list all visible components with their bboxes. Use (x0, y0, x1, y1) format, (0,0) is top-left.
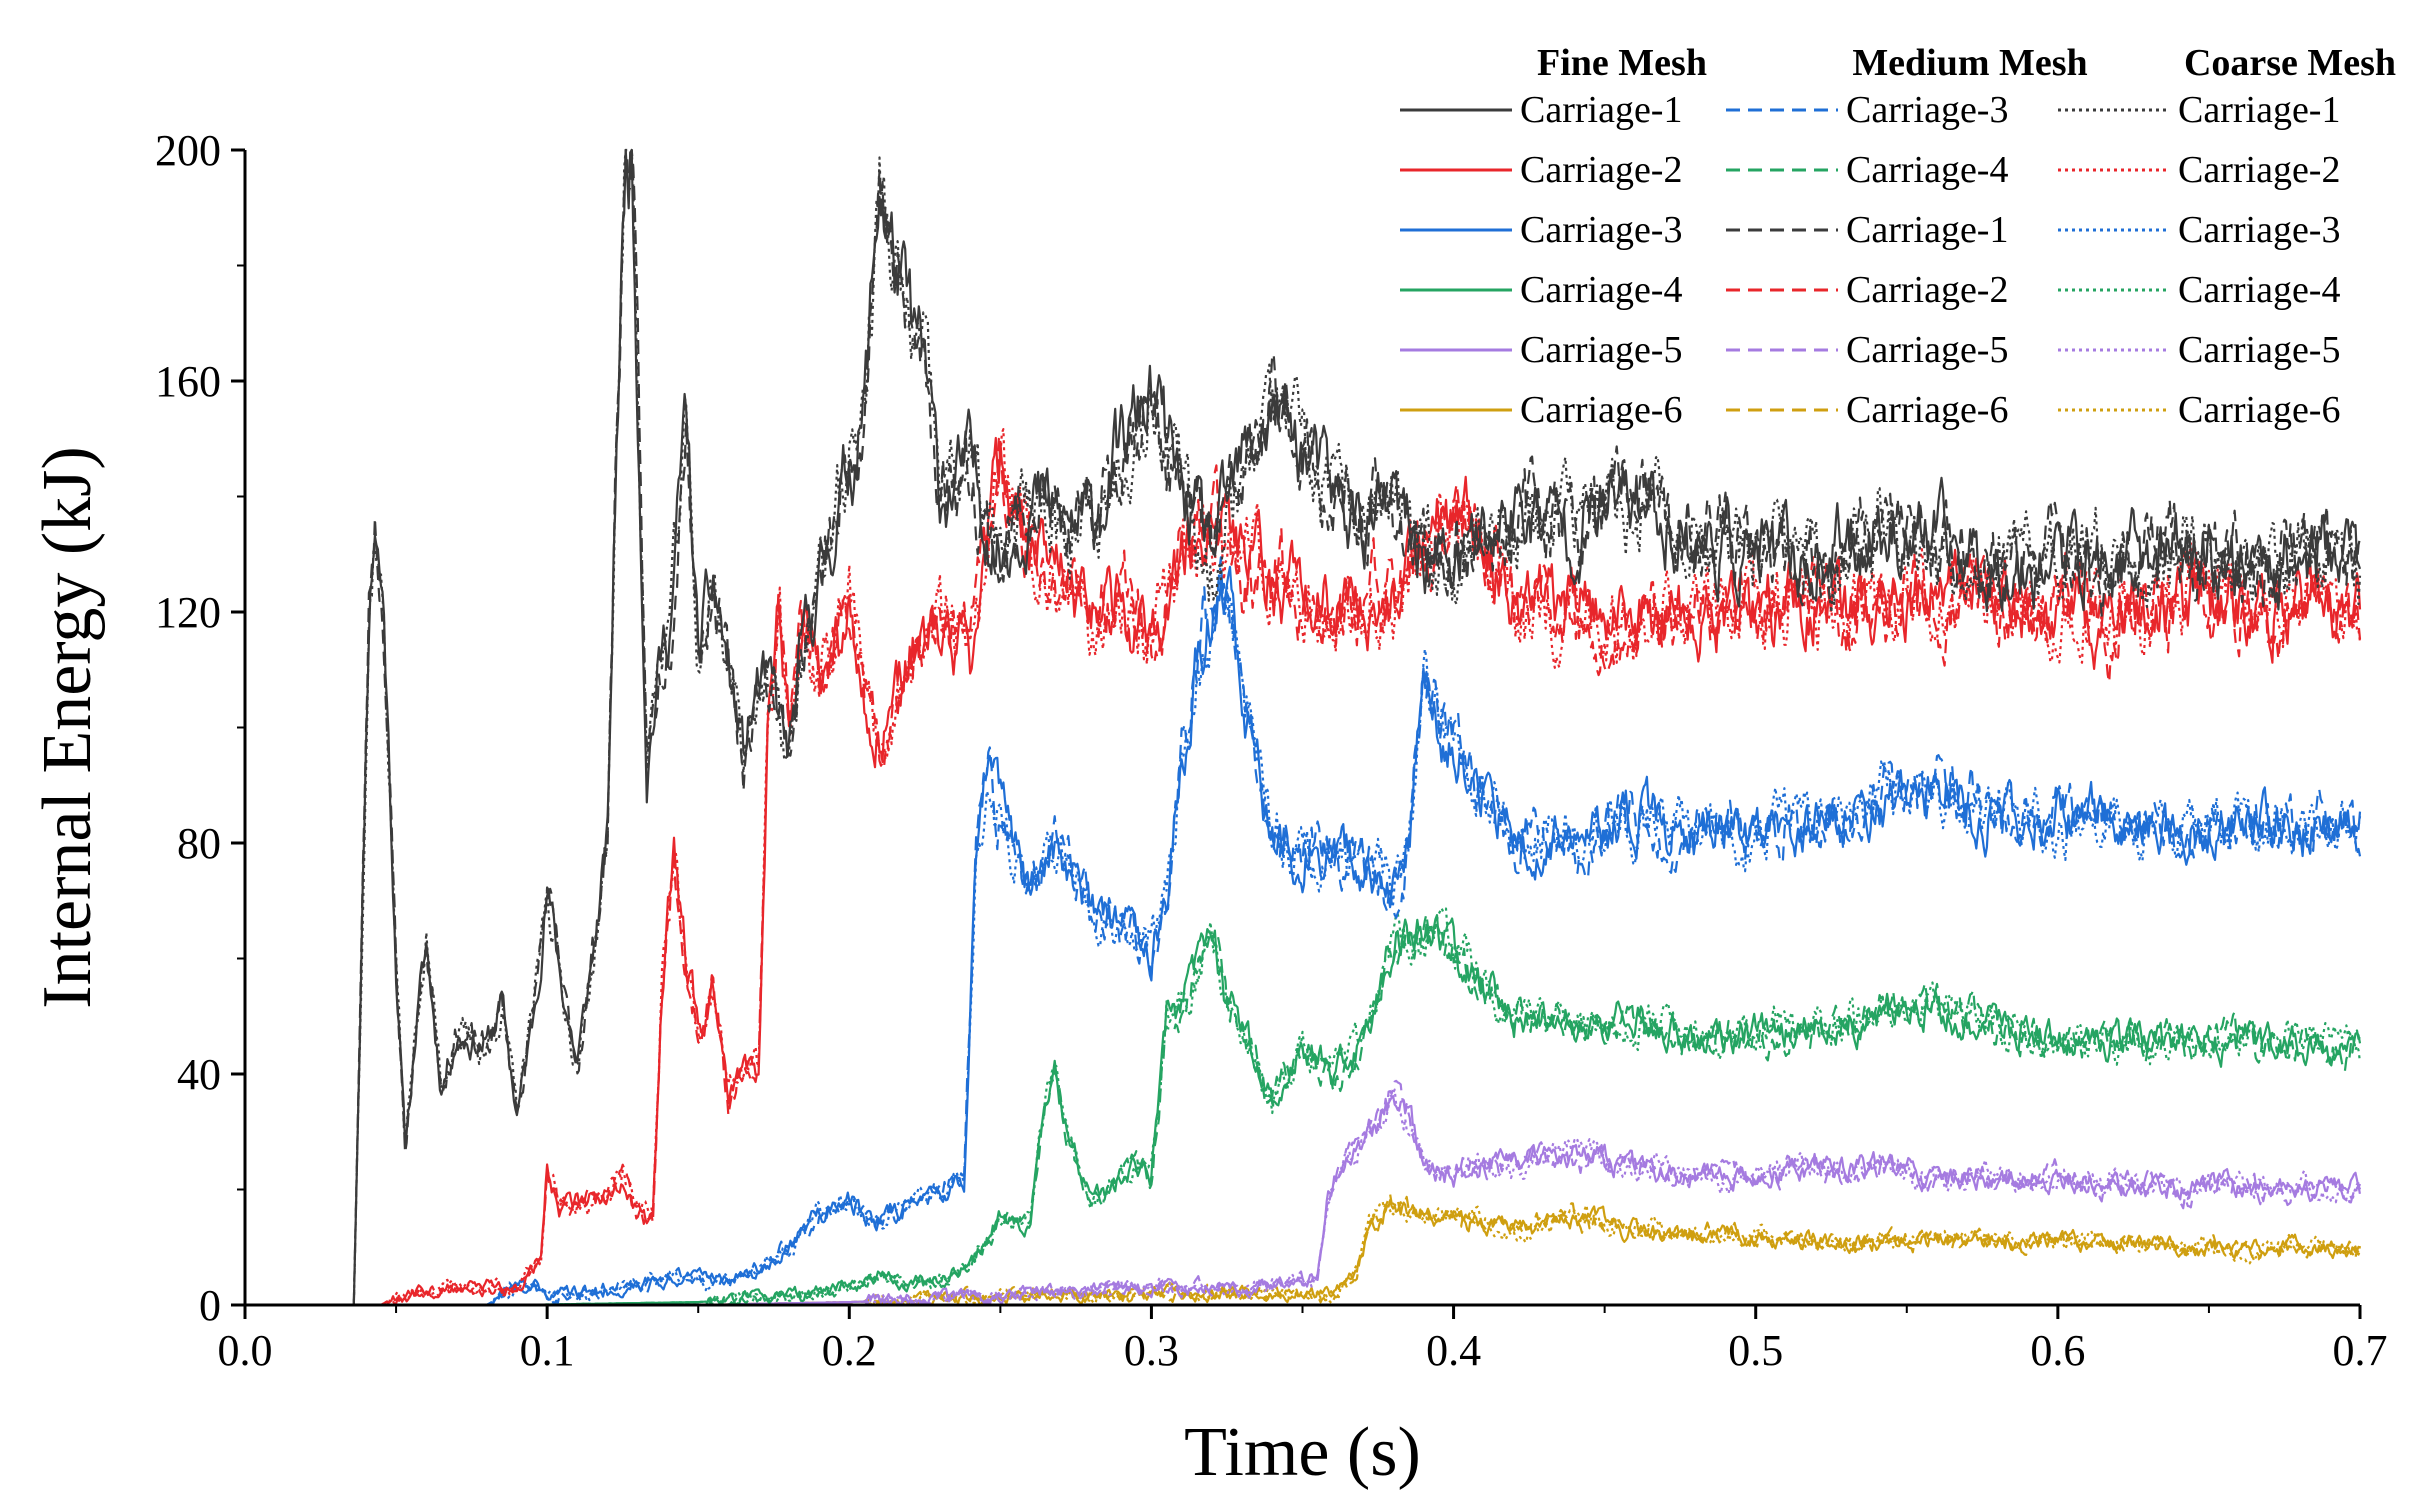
legend-label: Carriage-5 (1846, 329, 2008, 371)
series-line-carriage-5-dashed (245, 1079, 2362, 1307)
legend-label: Carriage-6 (1846, 389, 2008, 431)
legend-label: Carriage-2 (1846, 269, 2008, 311)
series-layer (245, 148, 2362, 1307)
legend-label: Carriage-5 (1520, 329, 1682, 371)
legend-label: Carriage-4 (2178, 269, 2340, 311)
x-tick-label: 0.3 (1124, 1326, 1179, 1375)
series-line-carriage-1-solid (245, 148, 2362, 1307)
x-tick-label: 0.1 (520, 1326, 575, 1375)
x-axis-title: Time (s) (1184, 1414, 1421, 1491)
legend-label: Carriage-6 (2178, 389, 2340, 431)
y-axis-title: Internal Energy (kJ) (29, 446, 106, 1008)
x-tick-label: 0.0 (218, 1326, 273, 1375)
legend-label: Carriage-2 (2178, 149, 2340, 191)
y-tick-label: 0 (199, 1281, 221, 1330)
legend-label: Carriage-1 (1520, 89, 1682, 131)
y-tick-label: 160 (155, 357, 221, 406)
series-line-carriage-3-solid (245, 565, 2362, 1307)
x-tick-label: 0.4 (1426, 1326, 1481, 1375)
y-ticks: 0 40 80 120 160 200 (155, 126, 245, 1330)
series-line-carriage-1-dotted (245, 148, 2362, 1307)
y-tick-label: 40 (177, 1050, 221, 1099)
series-line-carriage-3-dotted (245, 562, 2362, 1307)
legend-label: Carriage-4 (1846, 149, 2008, 191)
legend: Fine Mesh Medium Mesh Coarse Mesh Carriage-… (1400, 42, 2396, 431)
x-ticks: 0.0 0.1 0.2 0.3 0.4 0.5 0.6 0.7 (218, 1305, 2388, 1375)
series-line-carriage-5-dotted (245, 1088, 2362, 1307)
legend-header: Medium Mesh (1852, 42, 2087, 84)
series-line-carriage-4-solid (245, 914, 2362, 1307)
legend-label: Carriage-3 (2178, 209, 2340, 251)
legend-header: Coarse Mesh (2184, 42, 2396, 84)
series-line-carriage-4-dashed (245, 912, 2361, 1307)
axes-layer (243, 150, 2360, 1307)
x-tick-label: 0.2 (822, 1326, 877, 1375)
legend-label: Carriage-6 (1520, 389, 1682, 431)
x-tick-label: 0.7 (2333, 1326, 2388, 1375)
legend-label: Carriage-3 (1846, 89, 2008, 131)
x-tick-label: 0.5 (1728, 1326, 1783, 1375)
legend-label: Carriage-1 (1846, 209, 2008, 251)
legend-label: Carriage-2 (1520, 149, 1682, 191)
legend-header: Fine Mesh (1537, 42, 1707, 84)
x-tick-label: 0.6 (2030, 1326, 2085, 1375)
legend-label: Carriage-1 (2178, 89, 2340, 131)
y-tick-label: 80 (177, 819, 221, 868)
y-tick-label: 200 (155, 126, 221, 175)
legend-label: Carriage-4 (1520, 269, 1682, 311)
legend-label: Carriage-5 (2178, 329, 2340, 371)
series-line-carriage-3-dashed (245, 556, 2362, 1307)
series-line-carriage-1-dashed (245, 148, 2362, 1307)
series-line-carriage-4-dotted (245, 906, 2362, 1307)
legend-label: Carriage-3 (1520, 209, 1682, 251)
y-tick-label: 120 (155, 588, 221, 637)
